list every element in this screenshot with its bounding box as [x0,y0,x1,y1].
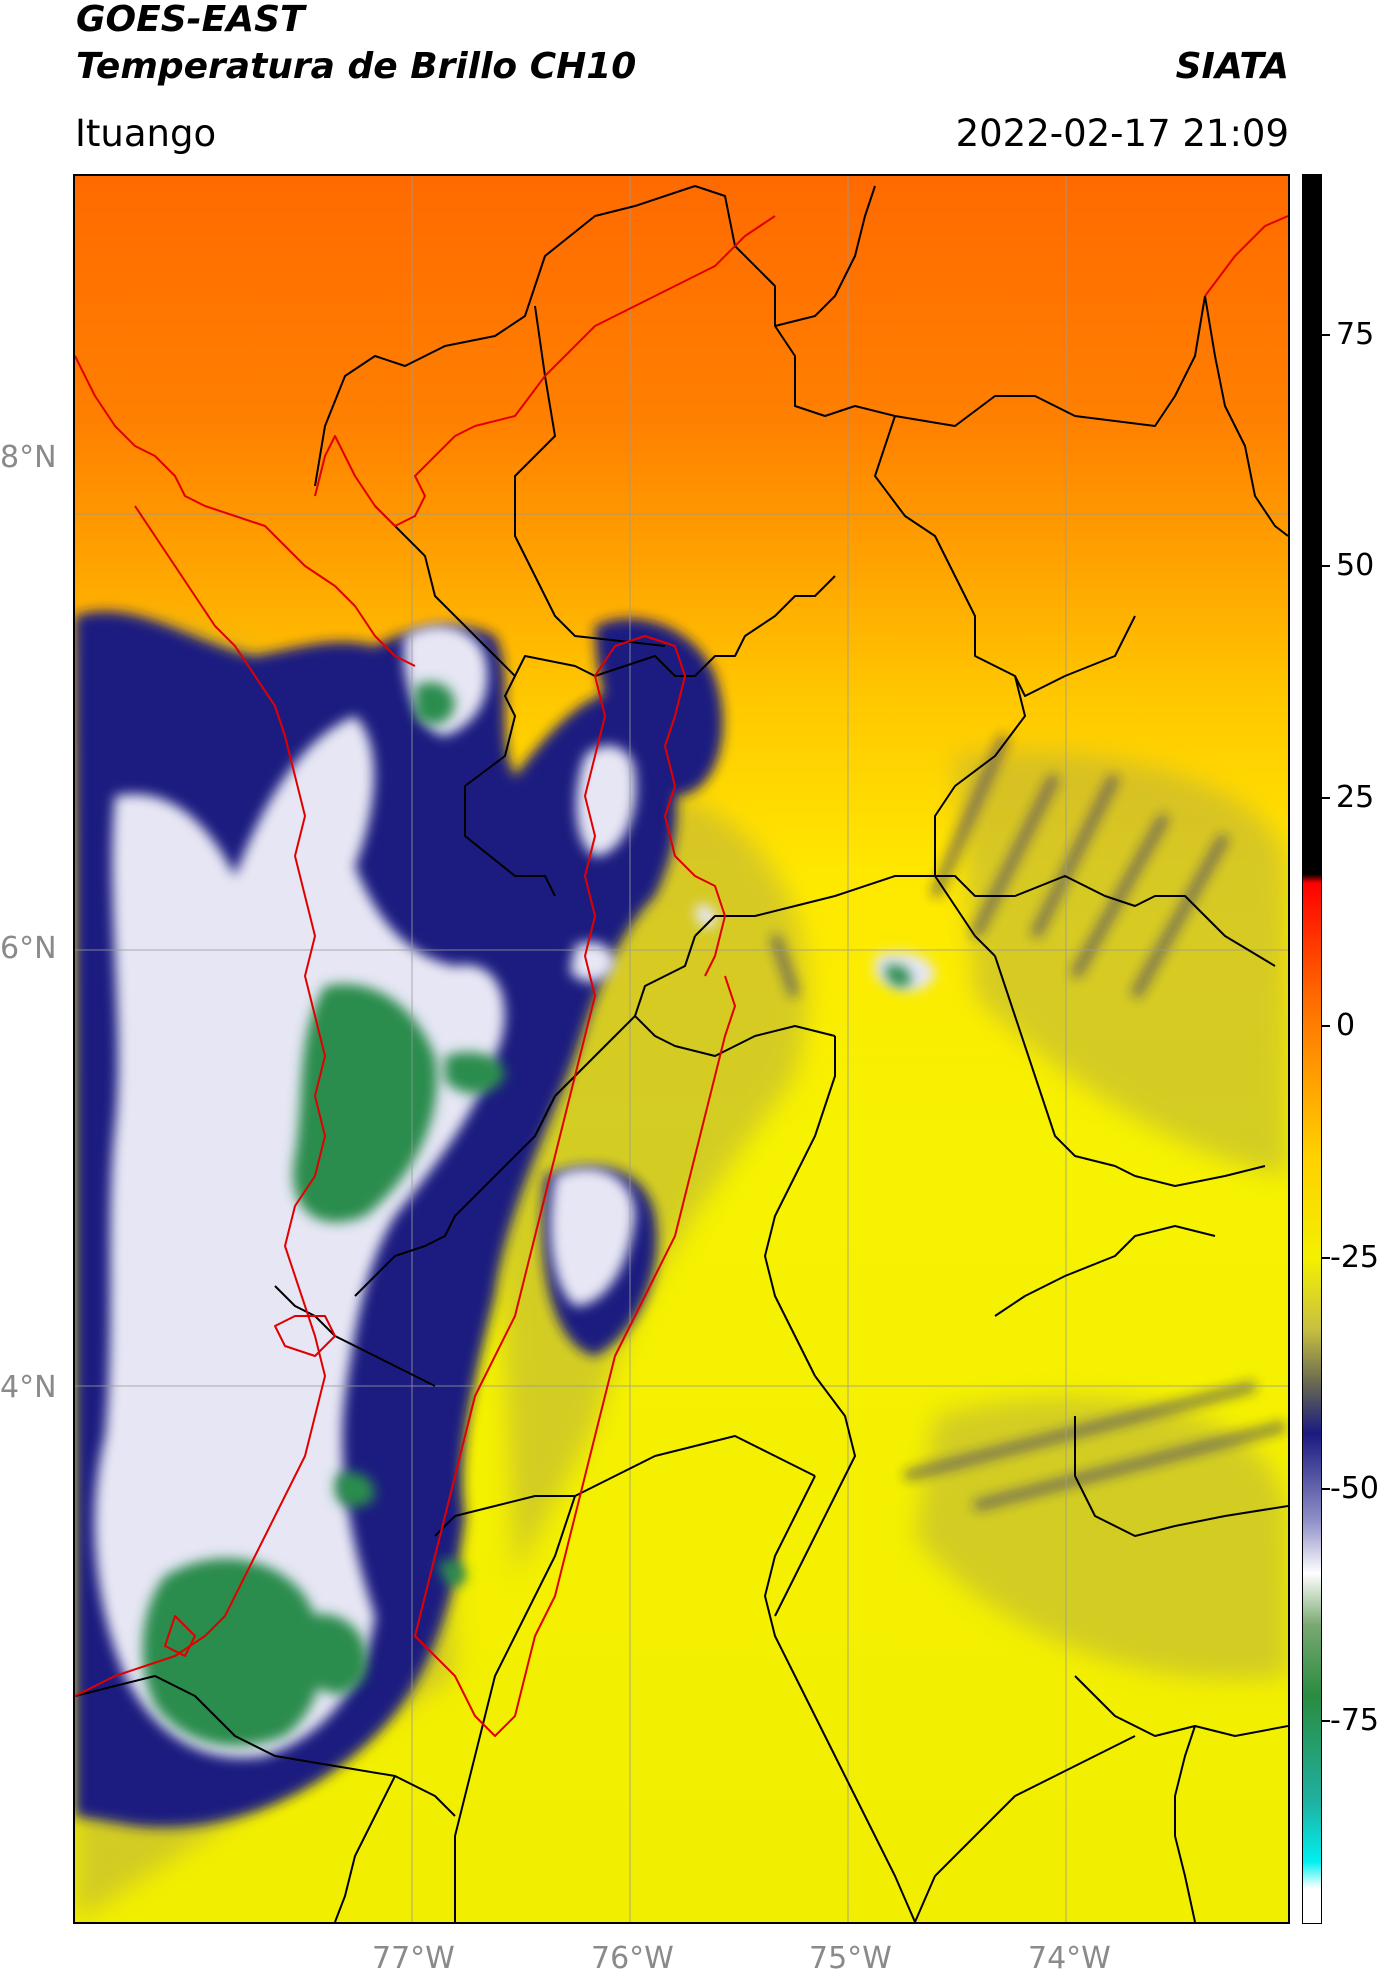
agency-label: SIATA [1175,46,1289,87]
colorbar-label-50: 50 [1336,548,1375,583]
product-title: Temperatura de Brillo CH10 [76,46,637,87]
map-canvas [75,176,1288,1922]
satellite-title: GOES-EAST [76,0,305,40]
lon-tick-76w: 76°W [591,1941,674,1976]
colorbar-tick [1322,1257,1330,1259]
colorbar-label-25: 25 [1336,780,1375,815]
admin-borders [75,185,1288,1922]
colorbar-tick [1322,797,1330,799]
colorbar-tick [1322,1488,1330,1490]
colorbar-tick [1322,1025,1330,1027]
datetime-label: 2022-02-17 21:09 [955,112,1289,155]
colorbar-tick [1322,565,1330,567]
lat-tick-8n: 8°N [0,440,57,475]
lat-tick-4n: 4°N [0,1370,57,1405]
gridlines [75,176,1288,1922]
red-boundaries [75,215,1288,1737]
cloud-streaks [770,733,1287,1511]
colorbar-label-75: 75 [1336,317,1375,352]
temperature-colorbar [1302,174,1322,1924]
lon-tick-75w: 75°W [809,1941,892,1976]
colorbar-label-0: 0 [1336,1008,1356,1043]
colorbar-tick [1322,334,1330,336]
lon-tick-74w: 74°W [1028,1941,1111,1976]
colorbar-label-neg75: -75 [1330,1703,1379,1738]
cloud-verycold-layer [142,682,911,1746]
region-label: Ituango [75,112,217,155]
cloud-cold-layer [94,625,935,1758]
colorbar-tick [1322,1720,1330,1722]
colorbar-label-neg25: -25 [1330,1240,1379,1275]
colorbar-label-neg50: -50 [1330,1471,1379,1506]
lon-tick-77w: 77°W [372,1941,455,1976]
lat-tick-6n: 6°N [0,931,57,966]
satellite-map[interactable] [73,174,1290,1924]
